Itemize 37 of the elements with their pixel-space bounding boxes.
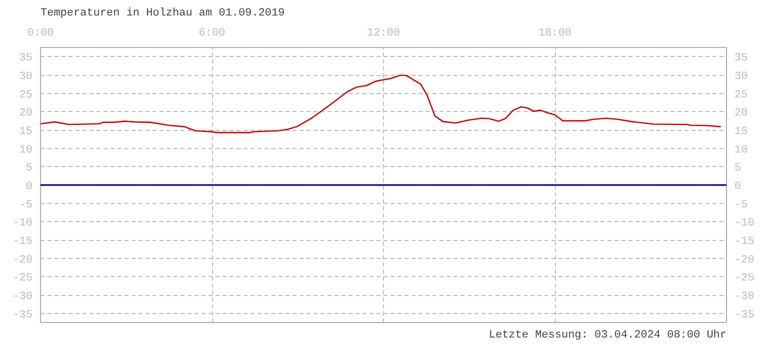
y2-tick-label: 20: [734, 108, 748, 120]
y2-tick-label: -35: [734, 309, 754, 322]
y2-tick-label: 5: [734, 162, 742, 175]
text: Letzte Messung: 03.04.2024 08:00 Uhr: [488, 330, 726, 342]
y-tick-label: 30: [19, 71, 32, 83]
y-tick-label: 25: [19, 89, 32, 102]
y-tick-label: -30: [12, 291, 33, 303]
y2-tick-label: -15: [734, 236, 754, 248]
y-tick-label: 5: [26, 162, 33, 175]
y2-tick-label: 0: [734, 181, 742, 193]
y2-tick-label: -5: [734, 199, 748, 212]
y-tick-label: 0: [26, 181, 33, 193]
y-tick-label: 35: [19, 52, 32, 65]
chart-title: Temperaturen in Holzhau am 01.09.2019: [40, 8, 285, 20]
y2-tick-label: -20: [734, 254, 754, 266]
y2-tick-label: -10: [734, 218, 754, 230]
y2-tick-label: 15: [734, 126, 748, 138]
y-tick-label: -10: [12, 218, 33, 230]
y-tick-label: -20: [12, 254, 33, 266]
line-series: [40, 74, 722, 134]
y2-tick-label: -30: [734, 291, 754, 303]
y2-tick-label: 35: [734, 52, 748, 65]
y-tick-label: 10: [19, 144, 32, 156]
y-tick-label: -35: [12, 309, 33, 322]
x-tick-label: 12:00: [366, 28, 400, 40]
y2-tick-label: -25: [734, 272, 754, 285]
x-tick-label: 6:00: [198, 28, 226, 40]
y-tick-label: -25: [12, 272, 33, 285]
y-tick-label: -15: [12, 236, 33, 248]
x-tick-label: 18:00: [538, 28, 572, 40]
y2-tick-label: 25: [734, 89, 748, 102]
y2-tick-label: 10: [734, 144, 748, 156]
y-tick-label: 15: [19, 126, 32, 138]
y-tick-label: -5: [19, 199, 32, 212]
y2-tick-label: 30: [734, 71, 748, 83]
x-tick-label: 0:00: [27, 28, 54, 40]
y-tick-label: 20: [19, 108, 32, 120]
